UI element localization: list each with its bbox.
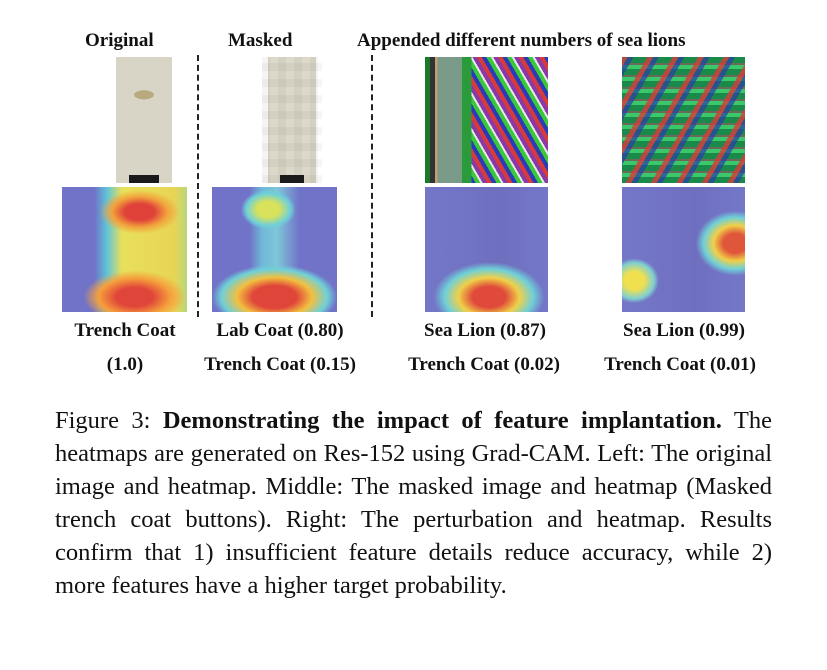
heatmap-sea-lion-1 [425, 187, 548, 312]
caption-body: The heatmaps are generated on Res-152 us… [55, 407, 772, 599]
sea-lion-perturbation-image-2 [622, 57, 745, 183]
sea-lion-perturbation-image-1 [425, 57, 548, 183]
label-original-line1: Trench Coat [74, 320, 176, 341]
heatmap-original [62, 187, 187, 312]
caption-bold: Demonstrating the impact of feature impl… [162, 407, 722, 434]
caption-prefix: Figure 3: [55, 407, 163, 434]
label-original-line2: (1.0) [106, 354, 144, 375]
masked-coat-image [262, 57, 322, 183]
label-lion1-line2: Trench Coat (0.02) [408, 354, 560, 375]
original-coat-image [107, 57, 181, 183]
label-lion2-line2: Trench Coat (0.01) [604, 354, 756, 375]
label-masked-line2: Trench Coat (0.15) [204, 354, 356, 375]
label-lion2-line1: Sea Lion (0.99) [623, 320, 745, 341]
heatmap-sea-lion-2 [622, 187, 745, 312]
header-appended: Appended different numbers of sea lions [357, 30, 686, 51]
divider-left [197, 55, 199, 317]
divider-right [371, 55, 373, 317]
heatmap-masked [212, 187, 337, 312]
header-masked: Masked [228, 30, 293, 51]
label-lion1-line1: Sea Lion (0.87) [424, 320, 546, 341]
figure-caption: Figure 3: Demonstrating the impact of fe… [55, 404, 772, 602]
header-original: Original [85, 30, 154, 51]
label-masked-line1: Lab Coat (0.80) [216, 320, 344, 341]
